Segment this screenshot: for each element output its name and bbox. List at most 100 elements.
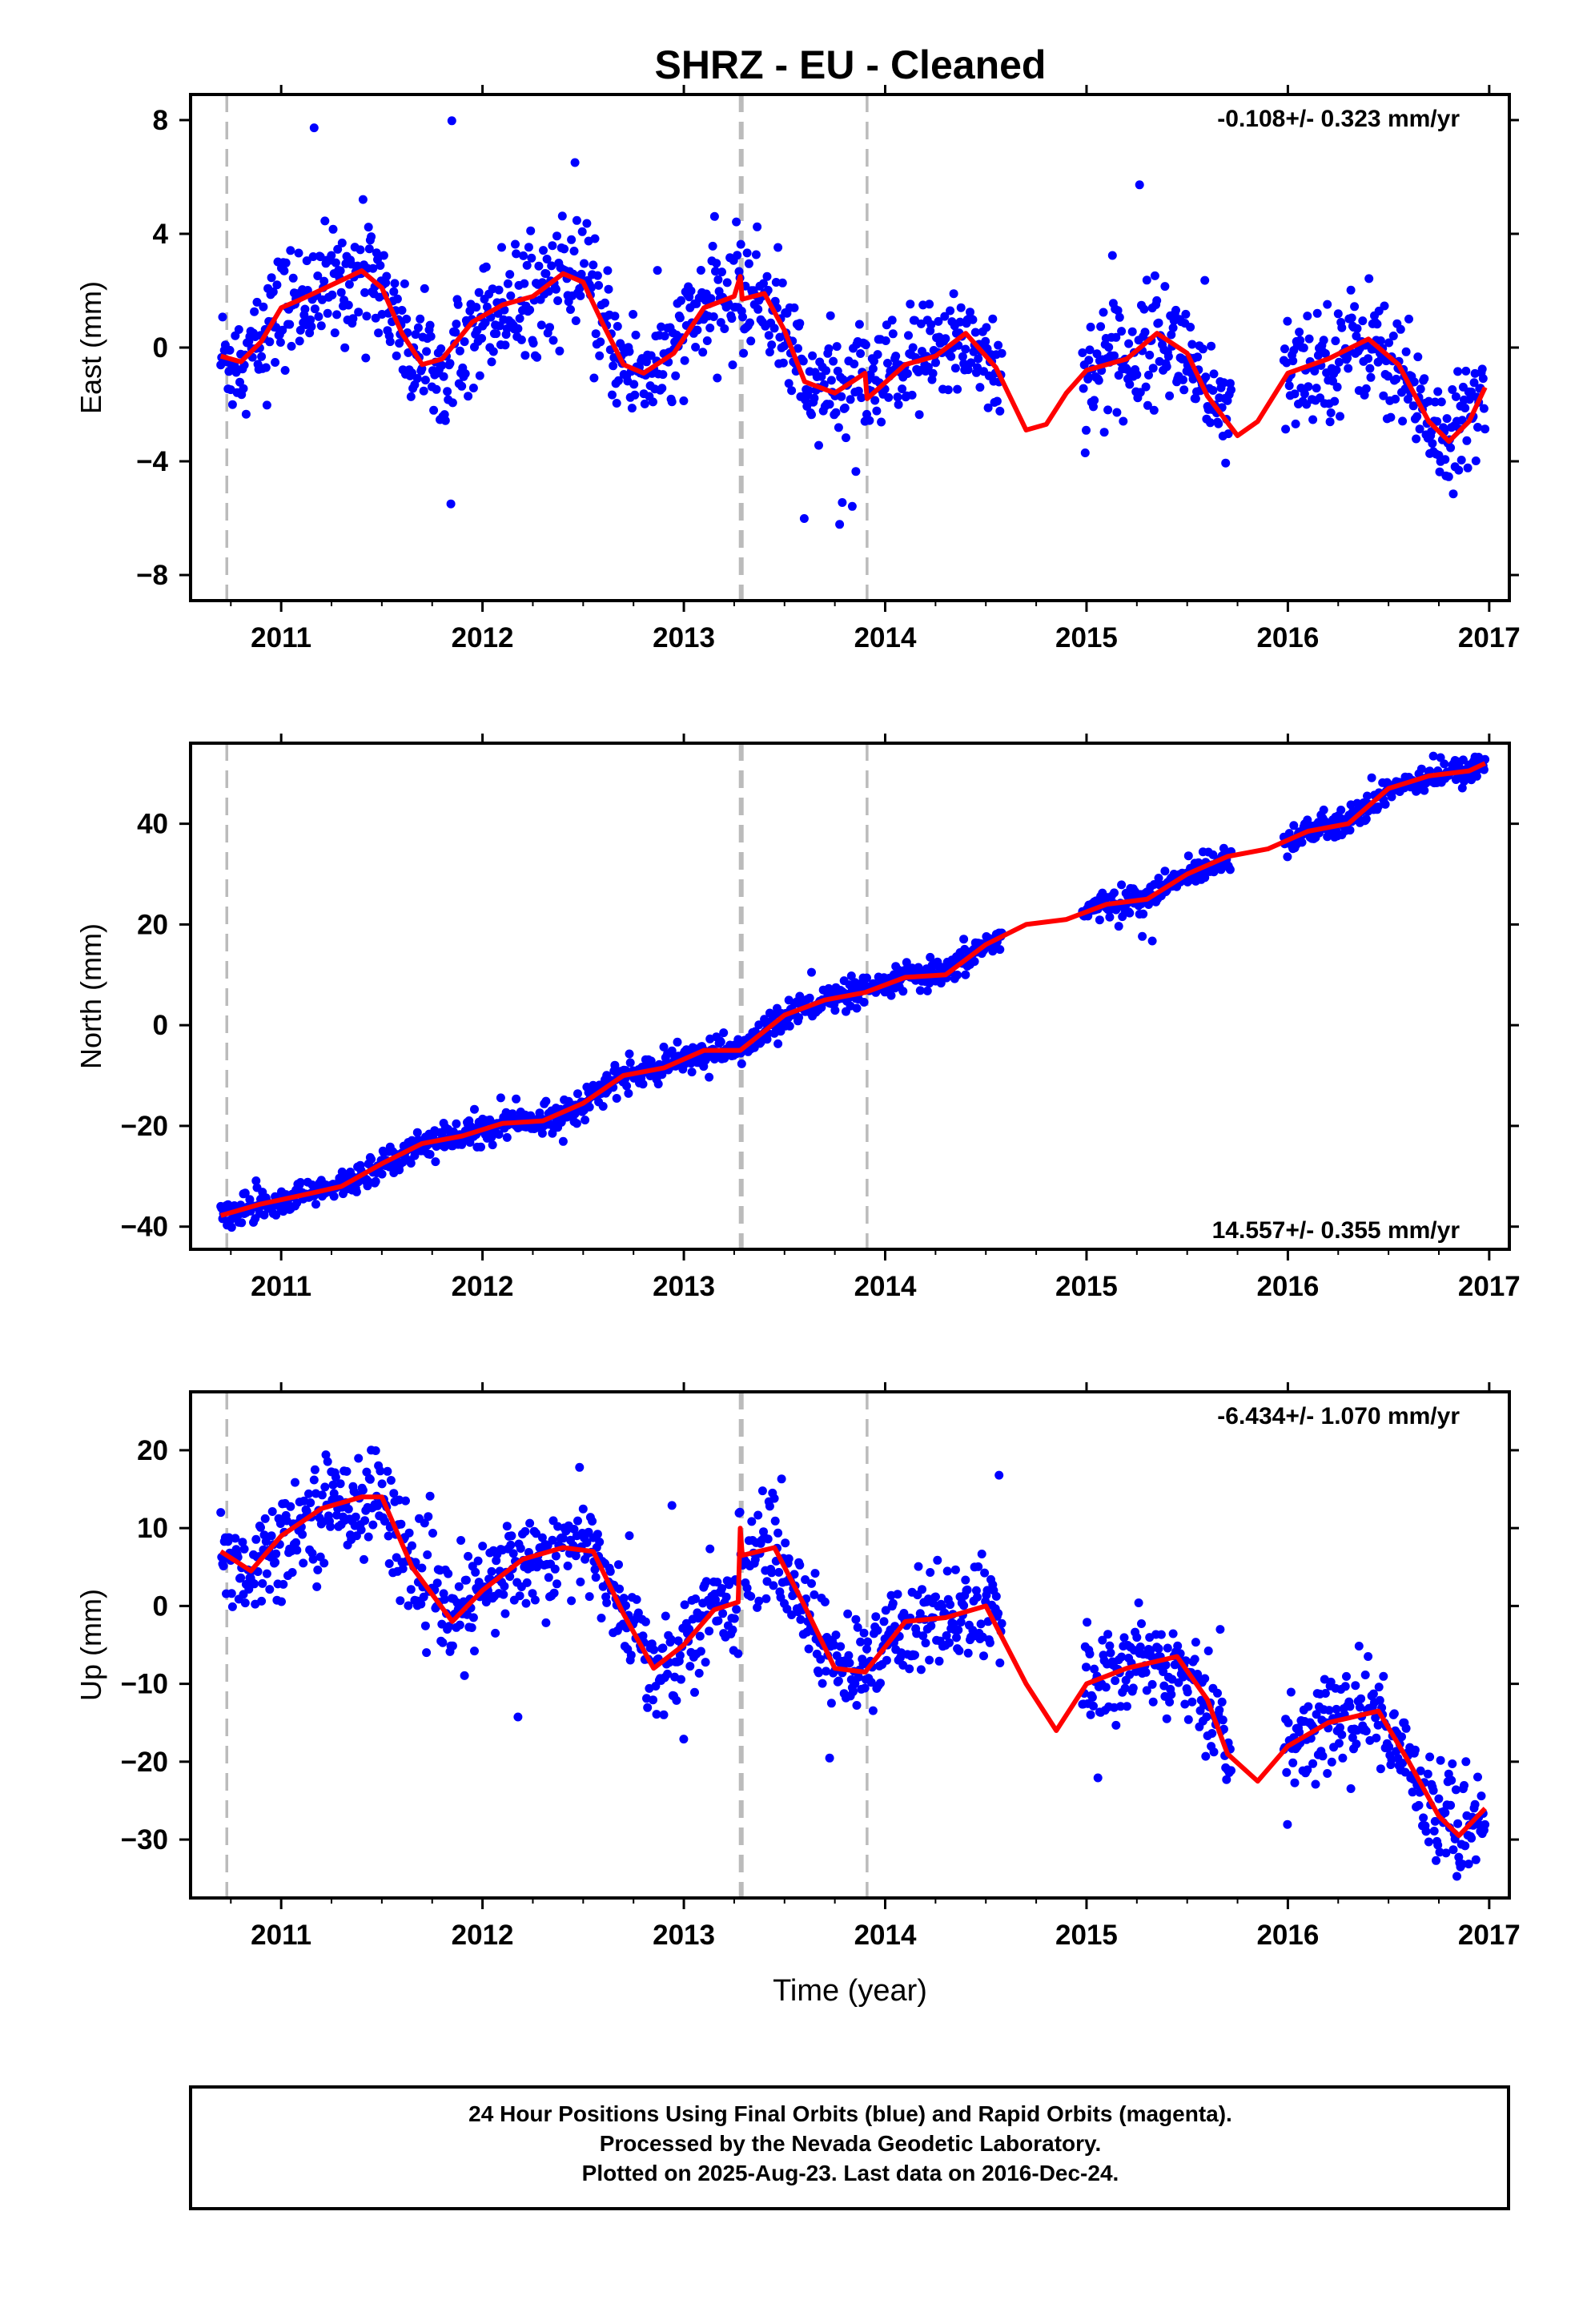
data-point [962, 1585, 972, 1594]
data-point [1087, 1693, 1097, 1702]
data-point [478, 1542, 488, 1551]
x-tick-label: 2011 [251, 1271, 311, 1302]
data-point [496, 1093, 505, 1103]
data-point [1384, 1742, 1394, 1751]
data-point [1333, 309, 1343, 319]
data-point [1105, 1641, 1115, 1651]
data-point [451, 328, 460, 337]
data-point [1082, 1663, 1091, 1672]
data-point [626, 1651, 636, 1660]
data-point [1080, 448, 1090, 457]
data-point [367, 232, 376, 242]
data-point [1227, 1766, 1235, 1775]
data-point [497, 243, 506, 252]
data-point [582, 219, 592, 228]
data-point [1160, 866, 1170, 876]
data-point [845, 1659, 854, 1668]
data-point [1460, 1841, 1470, 1851]
data-point [915, 986, 925, 995]
data-point [1352, 1739, 1361, 1749]
data-point [1120, 1683, 1130, 1693]
data-point [1225, 379, 1235, 388]
data-point [666, 1634, 676, 1644]
data-point [384, 1559, 394, 1568]
data-point [262, 400, 271, 410]
data-point [973, 1592, 982, 1602]
data-point [640, 399, 649, 408]
data-point [826, 376, 836, 385]
data-point [1414, 1800, 1424, 1810]
data-point [653, 266, 662, 275]
data-point [1167, 1690, 1176, 1699]
data-point [398, 1564, 408, 1574]
data-point [658, 1643, 668, 1653]
data-point [733, 1649, 743, 1659]
data-point [572, 1119, 581, 1128]
data-point [272, 280, 282, 290]
data-point [1135, 180, 1144, 190]
data-point [643, 1703, 653, 1712]
data-point [340, 343, 350, 352]
data-point [1352, 324, 1362, 333]
data-point [614, 1560, 623, 1570]
data-point [846, 395, 855, 404]
data-point [1481, 754, 1490, 764]
y-axis-label: East (mm) [74, 281, 107, 414]
data-point [549, 1588, 559, 1598]
data-point [604, 284, 613, 294]
data-point [1168, 1629, 1178, 1638]
data-point [820, 1597, 830, 1606]
data-point [1332, 365, 1341, 375]
figure-title: SHRZ - EU - Cleaned [655, 42, 1047, 87]
data-point [1454, 465, 1464, 475]
data-point [630, 390, 640, 400]
x-tick-label: 2011 [251, 622, 311, 653]
data-point [976, 1619, 986, 1629]
data-point [840, 403, 850, 412]
data-point [754, 1596, 764, 1606]
data-point [460, 1671, 469, 1680]
data-point [382, 271, 392, 281]
data-point [1290, 1778, 1300, 1787]
data-point [873, 1626, 882, 1635]
data-point [1452, 1872, 1461, 1881]
data-point [946, 352, 956, 361]
data-point [406, 1159, 416, 1168]
data-point [888, 329, 898, 339]
data-point [877, 417, 886, 427]
data-point [849, 1687, 858, 1696]
data-point [1304, 334, 1314, 344]
data-point [734, 267, 744, 276]
data-point [377, 1169, 387, 1179]
data-point [816, 1655, 826, 1664]
data-point [532, 1529, 540, 1538]
data-point [994, 1609, 1003, 1618]
data-point [769, 324, 779, 333]
x-tick-label: 2011 [251, 1920, 311, 1951]
data-point [1469, 378, 1479, 388]
data-point [548, 336, 558, 345]
data-point [1084, 356, 1094, 365]
data-point [851, 467, 861, 476]
data-point [757, 1486, 767, 1496]
data-point [1103, 1630, 1113, 1639]
data-point [1165, 1697, 1175, 1707]
data-point [1282, 1767, 1292, 1777]
x-tick-label: 2017 [1458, 1271, 1521, 1302]
data-point [1401, 1723, 1411, 1733]
velocity-label: -0.108+/- 0.323 mm/yr [1217, 106, 1460, 132]
data-point [1471, 1855, 1481, 1864]
data-point [767, 1568, 777, 1578]
data-point [1180, 1699, 1190, 1709]
data-point [1110, 888, 1119, 898]
data-point [1128, 1683, 1138, 1693]
data-point [910, 1651, 919, 1660]
data-point [691, 343, 701, 352]
data-point [1082, 425, 1091, 435]
data-point [709, 211, 719, 221]
data-point [361, 353, 371, 363]
data-point [825, 1753, 834, 1763]
data-point [852, 1003, 862, 1013]
data-point [1319, 805, 1328, 814]
data-point [1336, 806, 1346, 814]
